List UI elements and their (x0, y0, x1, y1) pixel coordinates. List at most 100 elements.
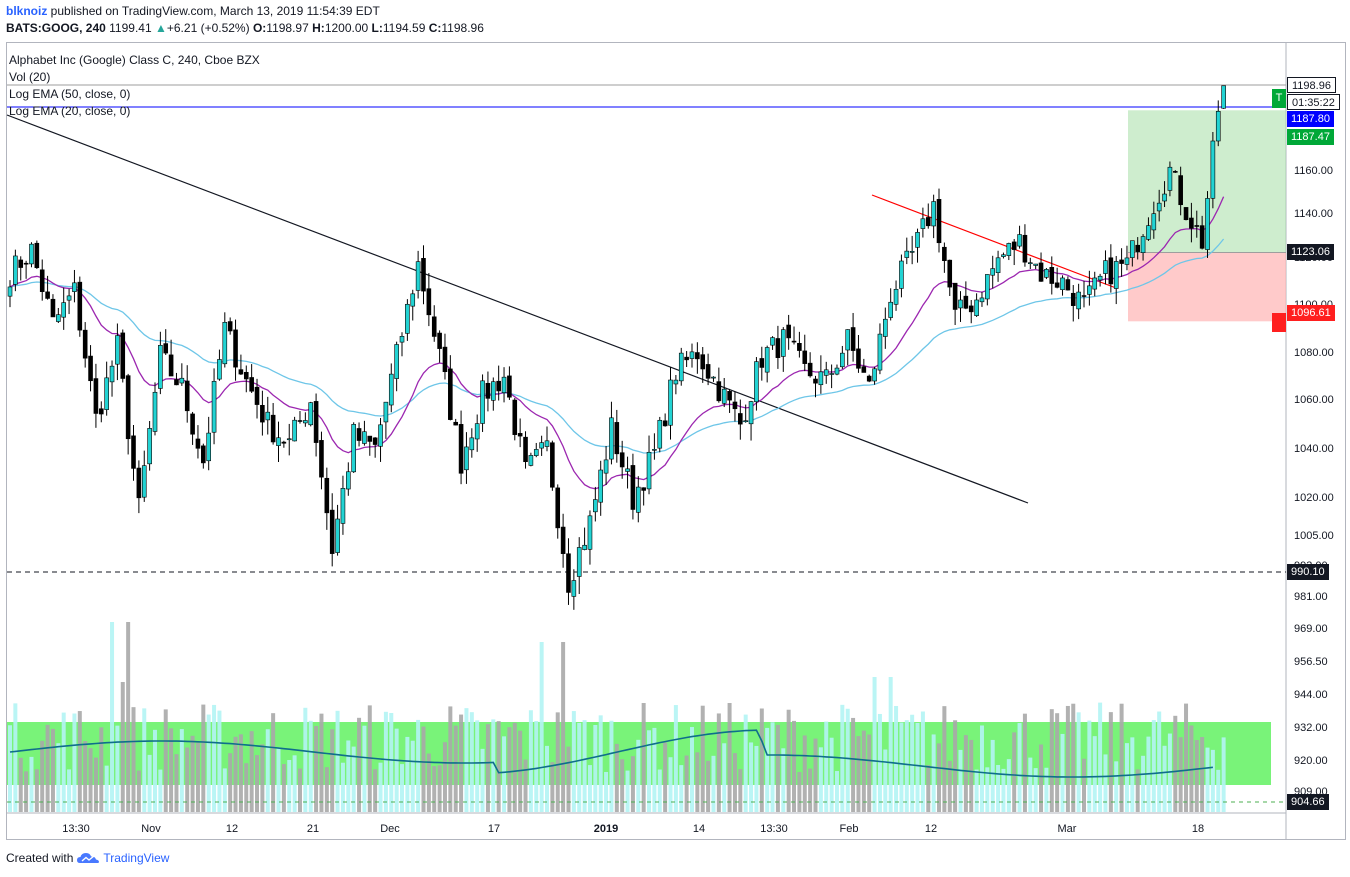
candle-body (13, 255, 18, 285)
candle-body (705, 364, 711, 379)
candle-body (388, 373, 394, 406)
volume-bar (749, 742, 754, 812)
candle-body (840, 352, 845, 368)
entry-tag: 1187.47 (1287, 129, 1334, 145)
candle-body (635, 486, 641, 513)
candle-body (904, 250, 910, 258)
candle-body (260, 405, 265, 423)
volume-bar (1044, 767, 1049, 812)
volume-bar (829, 737, 834, 812)
volume-bar (185, 747, 190, 812)
candle-body (490, 381, 496, 401)
volume-bar (346, 740, 351, 812)
volume-bar (437, 765, 442, 812)
volume-bar (324, 767, 329, 812)
candle-body (485, 382, 491, 399)
candle-body (115, 335, 120, 365)
legend-ema20[interactable]: Log EMA (20, close, 0) (9, 104, 131, 118)
candle-body (458, 424, 464, 474)
candle-body (238, 369, 244, 375)
volume-line-tag: 904.66 (1287, 794, 1329, 810)
candle-body (652, 449, 657, 451)
price-tick-label: 1020.00 (1294, 492, 1334, 504)
volume-bar (963, 735, 968, 812)
candle-body (1215, 111, 1221, 142)
candle-body (184, 380, 190, 412)
candle-body (421, 258, 426, 292)
volume-bar (480, 748, 485, 812)
volume-bar (297, 768, 302, 812)
price-tick-label: 1005.00 (1294, 530, 1334, 542)
volume-bar (609, 720, 614, 812)
candle-body (1065, 279, 1071, 291)
published-text: published on TradingView.com, March 13, … (47, 4, 380, 18)
author-link[interactable]: blknoiz (6, 4, 48, 18)
volume-bar (115, 725, 120, 812)
candle-body (136, 467, 142, 499)
candle-body (517, 433, 523, 437)
tradingview-link[interactable]: TradingView (103, 851, 170, 865)
legend-ema50[interactable]: Log EMA (50, close, 0) (9, 87, 131, 101)
volume-bar (1017, 723, 1022, 812)
candle-body (582, 544, 587, 550)
volume-bar (974, 769, 979, 812)
candle-body (276, 437, 281, 446)
volume-bar (1189, 725, 1194, 812)
volume-bar (883, 749, 888, 812)
candle-body (1194, 225, 1200, 227)
volume-bar (1184, 703, 1189, 812)
price-tick-label: 944.00 (1294, 689, 1328, 701)
volume-bar (561, 642, 566, 812)
candle-body (431, 316, 437, 337)
volume-bar (389, 713, 394, 812)
volume-bar (550, 762, 555, 812)
volume-bar (1012, 732, 1017, 812)
volume-bar (1162, 745, 1167, 812)
low-label: L: (371, 21, 383, 35)
candle-body (39, 269, 45, 292)
volume-bar (910, 714, 915, 812)
volume-bar (915, 722, 920, 812)
price-tick-label: 1080.00 (1294, 347, 1334, 359)
time-tick-label: 18 (1192, 823, 1204, 835)
candle-body (1033, 263, 1038, 266)
legend-volume[interactable]: Vol (20) (9, 70, 51, 84)
candle-body (72, 282, 77, 292)
candle-body (29, 243, 34, 265)
candle-body (619, 452, 625, 468)
legend-title[interactable]: Alphabet Inc (Google) Class C, 240, Cboe… (9, 53, 260, 67)
target-flag[interactable]: T (1272, 89, 1286, 108)
candle-body (609, 417, 614, 460)
volume-bar (1071, 703, 1076, 812)
volume-bar (738, 769, 743, 812)
long-trendline (6, 114, 1029, 504)
volume-bar (485, 724, 490, 812)
volume-bar (1001, 768, 1006, 812)
volume-bar (50, 728, 55, 812)
candle-body (141, 465, 147, 498)
candle-body (791, 340, 797, 343)
volume-bar (40, 740, 45, 812)
price-tick-label: 956.50 (1294, 656, 1328, 668)
volume-bar (1114, 761, 1119, 812)
tradingview-cloud-icon[interactable] (76, 851, 100, 865)
candle-body (168, 354, 174, 377)
candle-body (1097, 275, 1103, 281)
volume-bar (249, 731, 254, 812)
candle-body (147, 428, 152, 465)
volume-bar (894, 705, 899, 812)
candle-body (797, 343, 802, 351)
candle-body (775, 338, 781, 358)
candle-body (952, 282, 958, 310)
volume-bar (679, 765, 684, 812)
candle-body (528, 455, 534, 466)
candle-body (813, 378, 818, 384)
volume-bar (1092, 736, 1097, 812)
candle-body (625, 468, 630, 472)
volume-bar (195, 742, 200, 812)
candle-body (748, 401, 754, 425)
volume-bar (244, 763, 249, 812)
stop-zone (1128, 252, 1286, 322)
stop-flag[interactable] (1272, 313, 1286, 332)
